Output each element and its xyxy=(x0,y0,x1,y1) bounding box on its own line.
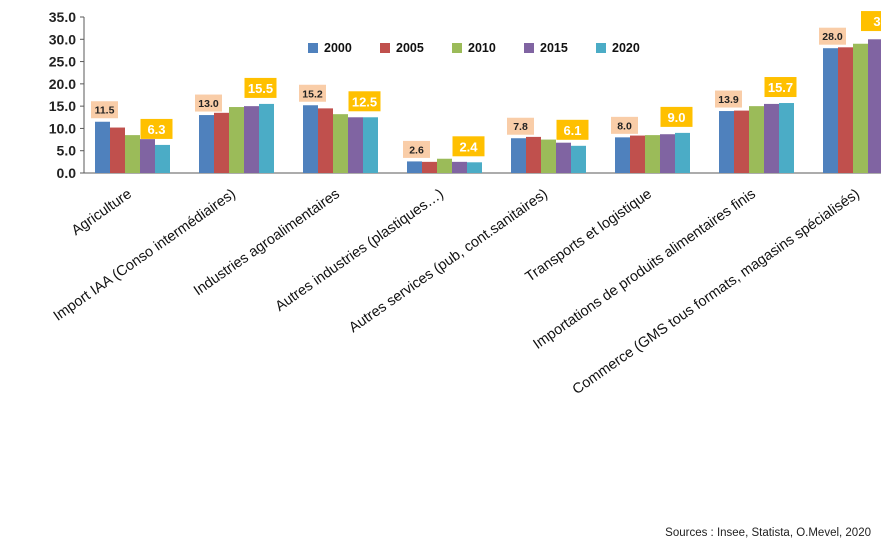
bar xyxy=(155,144,170,173)
bar xyxy=(199,115,214,173)
data-label-box xyxy=(299,84,326,102)
bar xyxy=(140,139,155,173)
bar xyxy=(244,106,259,173)
legend-label: 2000 xyxy=(324,41,352,55)
data-label: 6.1 xyxy=(563,123,581,138)
bar xyxy=(749,106,764,173)
data-label: 15.2 xyxy=(302,88,323,100)
legend-swatch xyxy=(380,43,390,53)
data-label-box xyxy=(140,118,173,139)
bar xyxy=(734,110,749,173)
y-tick-label: 5.0 xyxy=(57,143,77,159)
data-label: 15.7 xyxy=(768,80,793,95)
data-label-box xyxy=(507,117,534,135)
bar xyxy=(823,48,838,174)
category-label: Agriculture xyxy=(69,186,135,239)
bar xyxy=(630,135,645,173)
data-label: 11.5 xyxy=(95,105,115,117)
data-label-box xyxy=(244,77,277,98)
data-label-box xyxy=(403,140,430,158)
legend-swatch xyxy=(524,43,534,53)
data-label: 13.0 xyxy=(198,98,219,110)
data-label: 8.0 xyxy=(617,120,632,132)
source-note: Sources : Insee, Statista, O.Mevel, 2020 xyxy=(665,527,871,539)
data-label-box xyxy=(195,94,222,112)
data-label: 2.6 xyxy=(409,144,424,156)
bar xyxy=(571,145,586,173)
y-tick-label: 25.0 xyxy=(49,54,76,70)
bar xyxy=(645,135,660,173)
bar xyxy=(125,135,140,173)
data-label-box xyxy=(556,119,589,140)
data-label-box xyxy=(819,27,846,45)
bar xyxy=(719,111,734,173)
data-label: 9.0 xyxy=(667,110,685,125)
bar xyxy=(348,117,363,173)
data-label: 7.8 xyxy=(513,121,528,133)
bar xyxy=(229,107,244,173)
bar xyxy=(556,142,571,173)
bar xyxy=(660,134,675,173)
bar xyxy=(303,105,318,173)
bar xyxy=(764,103,779,173)
bar xyxy=(868,39,881,174)
bar xyxy=(511,138,526,173)
data-label-box xyxy=(715,90,742,108)
bar xyxy=(853,43,868,173)
y-tick-label: 0.0 xyxy=(57,165,77,181)
bar xyxy=(437,158,452,173)
bar xyxy=(259,103,274,173)
bar xyxy=(675,132,690,173)
bar xyxy=(452,161,467,173)
category-label: Autres industries (plastiques…) xyxy=(273,186,447,315)
bar xyxy=(214,112,229,173)
category-label: Import IAA (Conso intermédiaires) xyxy=(51,186,239,324)
y-tick-label: 10.0 xyxy=(49,120,76,136)
category-label: Autres services (pub, cont.sanitaires) xyxy=(346,186,551,336)
data-label-box xyxy=(660,106,693,127)
legend-swatch xyxy=(596,43,606,53)
legend-label: 2020 xyxy=(612,41,640,55)
y-tick-label: 15.0 xyxy=(49,98,76,114)
bar xyxy=(526,136,541,173)
data-label-box xyxy=(764,77,797,98)
y-tick-label: 35.0 xyxy=(49,9,76,25)
data-label-box xyxy=(452,136,485,157)
data-label: 3 xyxy=(873,14,880,29)
data-label: 15.5 xyxy=(248,81,273,96)
bar xyxy=(541,139,556,173)
data-label-box xyxy=(861,11,881,32)
y-tick-label: 20.0 xyxy=(49,76,76,92)
legend-label: 2005 xyxy=(396,41,424,55)
bar xyxy=(838,47,853,173)
y-tick-label: 30.0 xyxy=(49,31,76,47)
data-label-box xyxy=(91,101,118,119)
data-label-box xyxy=(611,116,638,134)
bar xyxy=(422,161,437,173)
bar xyxy=(615,137,630,173)
bar xyxy=(467,162,482,173)
bar xyxy=(333,114,348,173)
data-label: 6.3 xyxy=(147,122,165,137)
bar xyxy=(363,117,378,173)
legend-swatch xyxy=(452,43,462,53)
data-label: 2.4 xyxy=(459,139,478,154)
bar xyxy=(779,103,794,173)
data-label: 13.9 xyxy=(718,94,739,106)
category-label: Importations de produits alimentaires fi… xyxy=(530,186,758,353)
legend-swatch xyxy=(308,43,318,53)
legend-label: 2015 xyxy=(540,41,568,55)
data-label-box xyxy=(348,91,381,112)
bar xyxy=(95,121,110,173)
legend-label: 2010 xyxy=(468,41,496,55)
bar xyxy=(407,161,422,173)
data-label: 28.0 xyxy=(822,31,843,43)
bar xyxy=(110,127,125,173)
bar xyxy=(318,108,333,173)
data-label: 12.5 xyxy=(352,94,377,109)
